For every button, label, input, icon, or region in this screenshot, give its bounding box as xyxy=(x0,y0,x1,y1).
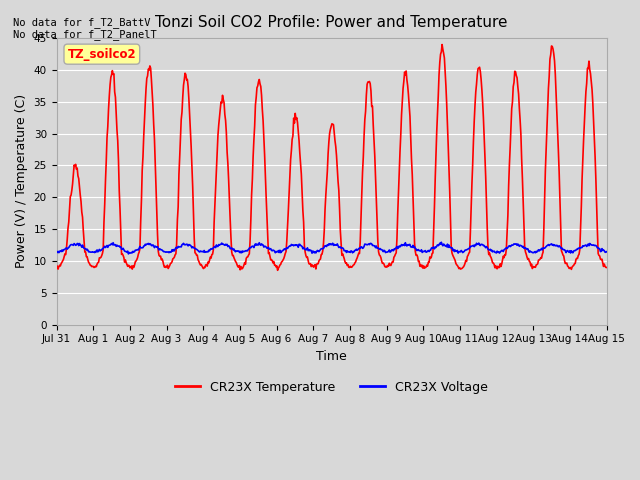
Legend: CR23X Temperature, CR23X Voltage: CR23X Temperature, CR23X Voltage xyxy=(170,375,493,398)
Text: No data for f_T2_BattV
No data for f_T2_PanelT: No data for f_T2_BattV No data for f_T2_… xyxy=(13,17,157,40)
X-axis label: Time: Time xyxy=(316,350,347,363)
Y-axis label: Power (V) / Temperature (C): Power (V) / Temperature (C) xyxy=(15,94,28,268)
Text: TZ_soilco2: TZ_soilco2 xyxy=(68,48,136,60)
Title: Tonzi Soil CO2 Profile: Power and Temperature: Tonzi Soil CO2 Profile: Power and Temper… xyxy=(156,15,508,30)
